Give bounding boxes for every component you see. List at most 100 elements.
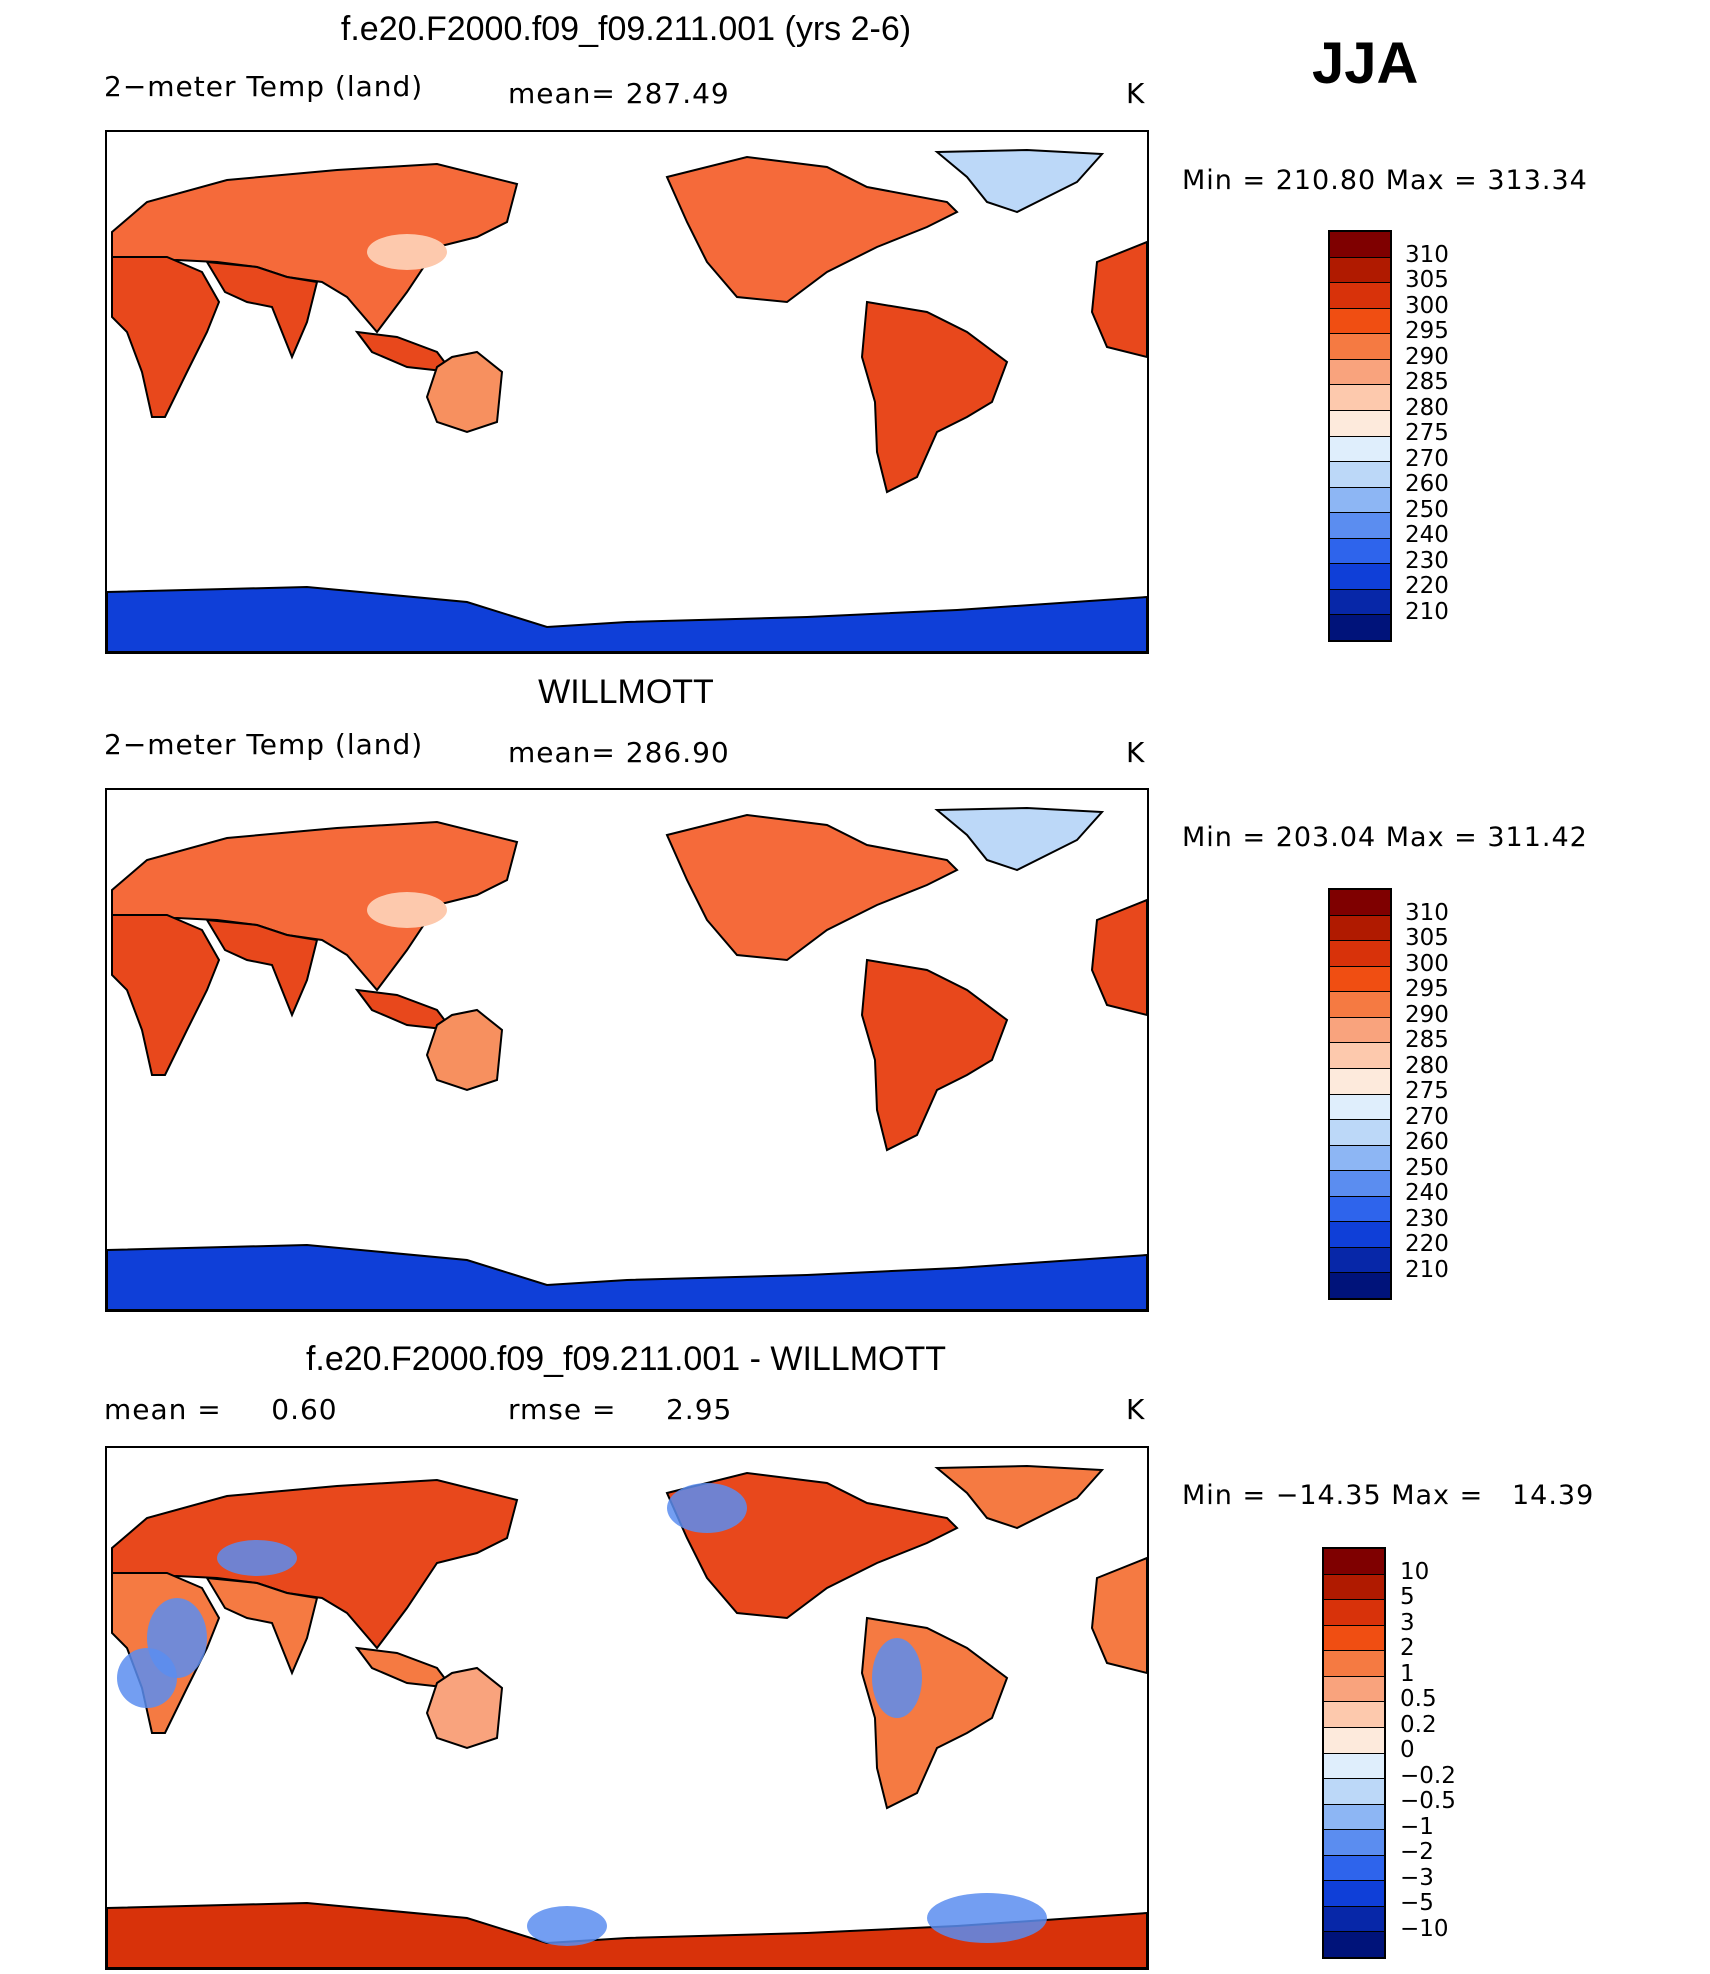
panel3-title: f.e20.F2000.f09_f09.211.001 - WILLMOTT [305,1340,947,1378]
tibet-plateau-patch [367,892,447,928]
colorbar-swatch [1324,1855,1384,1882]
tibet-plateau-patch [367,234,447,270]
panel2-colorbar [1328,888,1392,1300]
colorbar-swatch [1324,1906,1384,1933]
panel2-title: WILLMOTT [538,673,714,711]
colorbar-swatch [1330,564,1390,590]
landmass-antarctica [107,1901,1147,1968]
landmass-australia [425,1666,504,1750]
panel1-colorbar-labels: 310 305 300 295 290 285 280 275 270 260 250 240 230 2… [1405,230,1495,638]
panel2-units: K [1126,736,1146,769]
colorbar-tick-label: −10 [1400,1915,1449,1942]
landmass-west-africa [1090,898,1147,1017]
colorbar-swatch [1330,487,1390,514]
panel3-units: K [1126,1393,1146,1426]
colorbar-tick-label: −3 [1400,1864,1434,1891]
colorbar-tick-label: 220 [1405,573,1449,599]
colorbar-swatch [1330,538,1390,565]
landmass-arabia-india [205,260,319,360]
colorbar-swatch [1330,334,1390,360]
colorbar-swatch [1330,915,1390,942]
colorbar-tick-label: 310 [1405,899,1449,926]
colorbar-tick-label: −5 [1400,1890,1434,1916]
colorbar-swatch [1324,1727,1384,1754]
colorbar-swatch [1330,410,1390,437]
colorbar-tick-label: 0.5 [1400,1686,1437,1712]
colorbar-tick-label: 295 [1405,976,1449,1002]
panel2-mean-label: mean= 286.90 [508,736,730,769]
colorbar-tick-label: 210 [1405,1256,1449,1283]
panel2-minmax: Min = 203.04 Max = 311.42 [1182,822,1588,853]
colorbar-swatch [1324,1881,1384,1907]
colorbar-tick-label: 2 [1400,1635,1415,1661]
colorbar-swatch [1324,1804,1384,1831]
negative-bias-patch [872,1638,922,1718]
colorbar-tick-label: 220 [1405,1231,1449,1257]
colorbar-tick-label: 305 [1405,925,1449,951]
landmass-south-america [860,958,1009,1152]
colorbar-swatch [1330,1043,1390,1069]
colorbar-tick-label: 240 [1405,522,1449,548]
panel1-units: K [1126,77,1146,110]
world-map [107,1464,1147,1968]
landmass-west-africa [1090,1556,1147,1675]
colorbar-tick-label: 230 [1405,547,1449,574]
colorbar-tick-label: 310 [1405,241,1449,268]
landmass-greenland [934,148,1105,214]
colorbar-tick-label: 260 [1405,1129,1449,1155]
colorbar-tick-label: −0.5 [1400,1788,1456,1814]
landmass-arabia-india [205,1576,319,1676]
colorbar-swatch [1330,436,1390,463]
world-map [107,806,1147,1310]
colorbar-swatch [1330,385,1390,411]
colorbar-swatch [1330,589,1390,616]
colorbar-tick-label: 300 [1405,950,1449,977]
colorbar-tick-label: 3 [1400,1609,1415,1636]
panel1-mean-label: mean= 287.49 [508,77,730,110]
colorbar-swatch [1330,257,1390,284]
colorbar-swatch [1330,462,1390,488]
colorbar-tick-label: 250 [1405,496,1449,523]
colorbar-tick-label: −1 [1400,1813,1434,1840]
colorbar-swatch [1330,966,1390,993]
landmass-greenland [934,1464,1105,1530]
panel2-variable-label: 2−meter Temp (land) [104,728,424,761]
negative-bias-patch [527,1906,607,1946]
panel1-minmax: Min = 210.80 Max = 313.34 [1182,165,1588,196]
colorbar-tick-label: 260 [1405,471,1449,497]
season-label: JJA [1312,31,1419,96]
colorbar-swatch [1324,1600,1384,1626]
colorbar-swatch [1330,308,1390,335]
landmass-africa [111,256,221,418]
negative-bias-patch [927,1893,1047,1943]
colorbar-swatch [1330,1273,1390,1298]
landmass-west-africa [1090,240,1147,359]
colorbar-tick-label: 10 [1400,1558,1430,1585]
colorbar-tick-label: 280 [1405,394,1449,421]
colorbar-swatch [1324,1651,1384,1677]
panel3-map [105,1446,1149,1970]
colorbar-swatch [1330,1247,1390,1274]
colorbar-tick-label: 305 [1405,267,1449,293]
colorbar-swatch [1330,232,1390,258]
colorbar-swatch [1330,615,1390,640]
colorbar-tick-label: 250 [1405,1154,1449,1181]
landmass-north-america [665,155,959,304]
colorbar-swatch [1324,1702,1384,1728]
panel3-colorbar-labels: 10 5 3 2 1 0.5 0.2 0 −0.2 −0.5 −1 −2 −3 −5 −10 [1400,1547,1490,1955]
landmass-africa [111,914,221,1076]
colorbar-tick-label: 275 [1405,420,1449,446]
panel3-rmse-label: rmse = 2.95 [508,1393,733,1426]
colorbar-tick-label: 270 [1405,1103,1449,1130]
landmass-antarctica [107,585,1147,652]
colorbar-tick-label: 285 [1405,1027,1449,1053]
colorbar-tick-label: 1 [1400,1660,1415,1687]
colorbar-swatch [1330,1171,1390,1197]
colorbar-swatch [1324,1932,1384,1957]
colorbar-swatch [1324,1549,1384,1575]
colorbar-swatch [1324,1753,1384,1780]
panel2-colorbar-labels: 310 305 300 295 290 285 280 275 270 260 250 240 230 2… [1405,888,1495,1296]
landmass-arabia-india [205,918,319,1018]
panel2-map [105,788,1149,1312]
panel3-minmax: Min = −14.35 Max = 14.39 [1182,1480,1595,1511]
